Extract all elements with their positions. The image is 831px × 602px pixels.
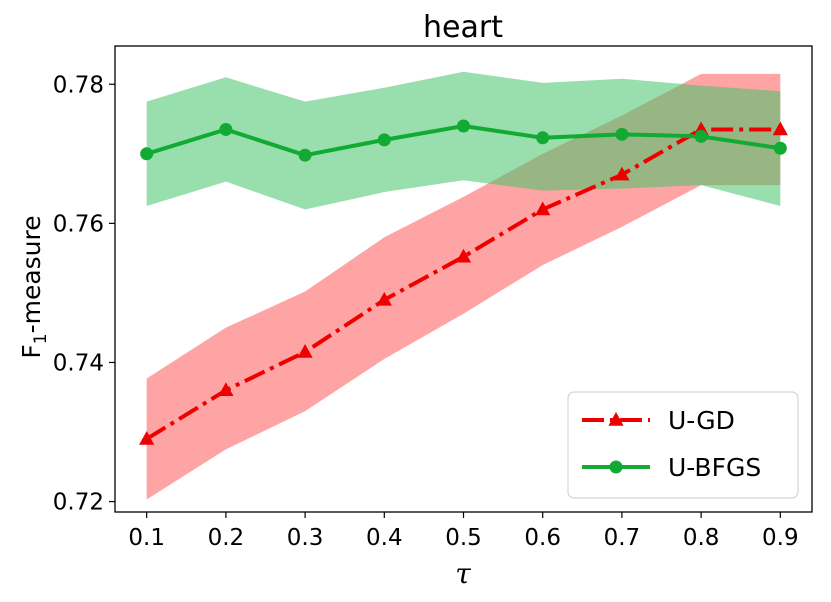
legend: U-GD U-BFGS: [567, 391, 799, 499]
y-tick-label: 0.76: [53, 211, 104, 237]
y-axis-label-suffix: -measure: [17, 215, 46, 333]
line-u-gd: [145, 127, 781, 441]
legend-point-u-bfgs: [609, 460, 623, 474]
point-u-bfgs: [377, 133, 391, 147]
x-tick-label: 0.3: [287, 525, 324, 551]
y-axis-label-subscript: 1: [31, 333, 51, 344]
point-u-bfgs: [140, 147, 154, 161]
point-u-gd: [218, 382, 234, 397]
point-u-gd: [297, 344, 313, 358]
x-tick-label: 0.8: [683, 525, 720, 551]
y-axis-ticks: 0.72 0.74 0.76 0.78: [53, 72, 115, 516]
y-axis-label: F1-measure: [17, 215, 51, 358]
point-u-gd: [772, 121, 788, 136]
y-tick-label: 0.78: [53, 72, 104, 98]
y-tick-label: 0.74: [53, 350, 104, 376]
legend-label-u-gd: U-GD: [668, 406, 735, 435]
point-u-bfgs: [219, 122, 233, 136]
x-tick-label: 0.2: [208, 525, 245, 551]
point-u-bfgs: [694, 129, 708, 143]
point-u-gd: [139, 430, 155, 445]
point-u-gd: [535, 201, 551, 216]
series-markers: [139, 119, 788, 445]
x-tick-label: 0.5: [445, 525, 482, 551]
y-axis-label-main: F: [17, 344, 46, 358]
legend-label-u-bfgs: U-BFGS: [668, 453, 761, 482]
point-u-gd: [614, 166, 630, 181]
legend-marker-u-gd: [608, 412, 624, 426]
x-tick-label: 0.9: [762, 525, 799, 551]
x-axis-ticks: 0.1 0.2 0.3 0.4 0.5 0.6 0.7 0.8 0.9: [128, 512, 799, 551]
x-axis-label: τ: [455, 557, 471, 590]
point-u-bfgs: [536, 131, 550, 145]
point-u-gd: [455, 248, 472, 263]
legend-point-u-gd: [608, 412, 624, 426]
point-u-bfgs: [457, 119, 470, 133]
x-tick-label: 0.1: [128, 525, 165, 551]
point-u-gd: [376, 291, 392, 306]
point-u-bfgs: [615, 127, 629, 141]
legend-marker-u-bfgs: [609, 460, 623, 474]
chart-title: heart: [423, 10, 503, 45]
point-u-bfgs: [773, 141, 787, 155]
x-tick-label: 0.4: [366, 525, 403, 551]
point-u-bfgs: [298, 148, 312, 162]
x-tick-label: 0.6: [524, 525, 561, 551]
x-tick-label: 0.7: [604, 525, 641, 551]
y-tick-label: 0.72: [53, 490, 104, 516]
